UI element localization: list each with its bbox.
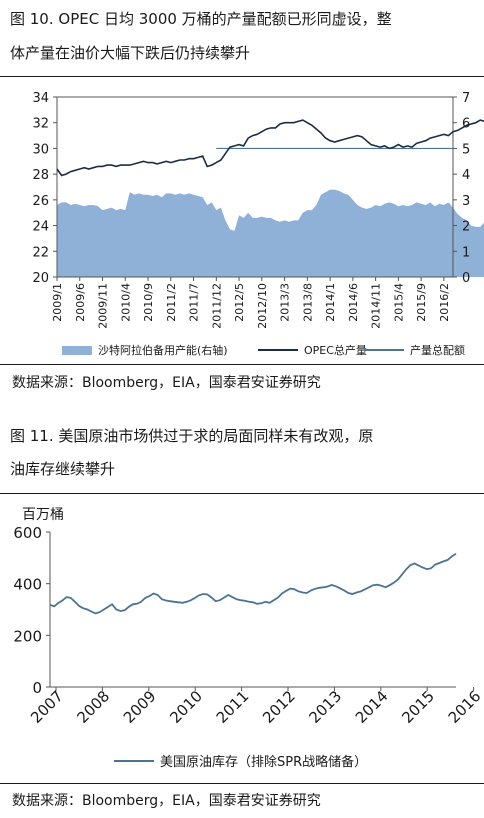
legend-item-saudi-spare-capacity: 沙特阿拉伯备用产能(右轴) <box>62 342 228 358</box>
y-tick-label-left: 34 <box>32 91 49 106</box>
legend-swatch-line <box>258 349 298 351</box>
plot-frame <box>56 96 454 278</box>
line-series-us-inventory <box>49 552 457 615</box>
x-tick-label: 2011 <box>213 687 253 727</box>
x-tick-label: 2010 <box>166 687 206 727</box>
x-tick-label: 2011/2 <box>165 283 178 322</box>
x-tick-label: 2014/1 <box>324 283 337 322</box>
legend-item-quota: 产量总配额 <box>364 342 465 358</box>
x-tick-label: 2016/2 <box>438 283 451 322</box>
legend-swatch-line <box>364 349 404 351</box>
x-tick-label: 2013/8 <box>301 283 314 322</box>
y-tick-label-right: 1 <box>462 245 470 260</box>
x-tick-label: 2009/6 <box>74 283 87 322</box>
y-tick-label-left: 22 <box>32 245 49 260</box>
y-tick-label-right: 0 <box>462 271 470 286</box>
x-tick-label: 2015 <box>398 687 438 727</box>
x-tick-label: 2015/4 <box>392 283 405 322</box>
x-tick-label: 2010/9 <box>142 283 155 322</box>
x-tick-label: 2009/1 <box>51 283 64 322</box>
y-tick-label-right: 2 <box>462 220 470 235</box>
x-tick-label: 2016 <box>445 687 484 727</box>
y-tick-label-left: 20 <box>32 271 49 286</box>
x-tick-label: 2012/5 <box>233 283 246 322</box>
x-tick-label: 2014/11 <box>370 283 383 329</box>
x-tick-label: 2015/9 <box>415 283 428 322</box>
x-tick-label: 2009 <box>120 687 160 727</box>
divider <box>0 783 484 784</box>
divider <box>0 364 484 365</box>
x-tick-label: 2014 <box>352 687 392 727</box>
legend-label: 产量总配额 <box>410 344 465 357</box>
y-tick-label-right: 5 <box>462 142 470 157</box>
y-tick-label: 600 <box>13 524 42 542</box>
x-tick-label: 2011/12 <box>210 283 223 329</box>
line-series-opec-total <box>56 119 484 177</box>
legend-label: OPEC总产量 <box>304 344 367 357</box>
y-tick-label-left: 30 <box>32 142 49 157</box>
y-tick-label: 200 <box>13 627 42 645</box>
y-axis-unit: 百万桶 <box>22 507 64 523</box>
legend-label: 美国原油库存（排除SPR战略储备） <box>160 755 368 770</box>
x-tick-label: 2012 <box>259 687 299 727</box>
y-tick-label-right: 4 <box>462 168 470 183</box>
x-tick-label: 2010/4 <box>119 283 132 322</box>
figure-10-title-line2: 体产量在油价大幅下跌后仍持续攀升 <box>10 44 251 62</box>
y-tick-label-left: 32 <box>32 117 49 132</box>
y-tick-label-right: 3 <box>462 194 470 209</box>
legend-label: 沙特阿拉伯备用产能(右轴) <box>98 344 228 357</box>
x-tick-label: 2009/11 <box>97 283 110 329</box>
figure-11-title-line1: 图 11. 美国原油市场供过于求的局面同样未有改观，原 <box>10 427 374 445</box>
x-tick-label: 2013/3 <box>279 283 292 322</box>
legend-swatch-area <box>62 345 92 355</box>
figure-11-source: 数据来源：Bloomberg，EIA，国泰君安证券研究 <box>12 793 321 809</box>
x-tick-label: 2014/6 <box>347 283 360 322</box>
legend-item-opec-total: OPEC总产量 <box>258 342 367 358</box>
y-tick-label: 400 <box>13 576 42 594</box>
x-tick-label: 2011/7 <box>188 283 201 322</box>
legend-swatch-line <box>114 759 154 762</box>
x-tick-label: 2012/10 <box>256 283 269 329</box>
area-series-saudi-spare-capacity <box>57 189 484 277</box>
figure-10-title-line1: 图 10. OPEC 日均 3000 万桶的产量配额已形同虚设，整 <box>10 10 392 28</box>
y-tick-label-left: 28 <box>32 168 49 183</box>
figure-11-title-line2: 油库存继续攀升 <box>10 460 116 478</box>
x-tick-label: 2013 <box>305 687 345 727</box>
y-tick-label: 0 <box>32 679 42 697</box>
y-tick-label-right: 7 <box>462 91 470 106</box>
y-tick-label-right: 6 <box>462 117 470 132</box>
divider <box>0 493 484 494</box>
x-tick-label: 2008 <box>73 687 113 727</box>
y-tick-label-left: 26 <box>32 194 49 209</box>
legend-item-us-inventory: 美国原油库存（排除SPR战略储备） <box>114 751 367 770</box>
figure-10-source: 数据来源：Bloomberg，EIA，国泰君安证券研究 <box>12 375 321 391</box>
divider <box>0 76 484 77</box>
y-tick-label-left: 24 <box>32 220 49 235</box>
